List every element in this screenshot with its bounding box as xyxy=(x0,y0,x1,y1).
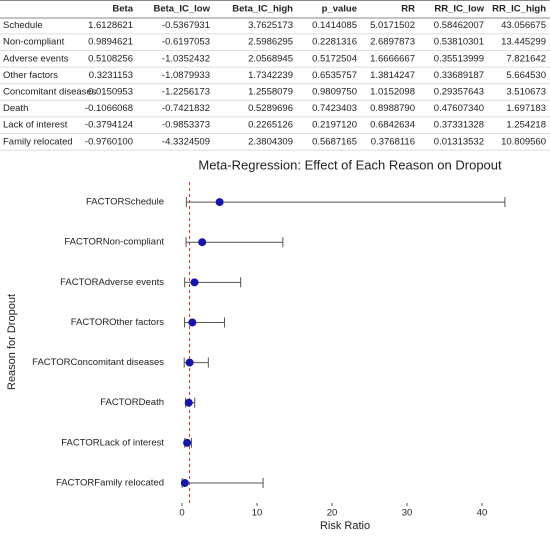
table-cell: 1.0152098 xyxy=(370,87,415,98)
y-tick-label: FACTORNon-compliant xyxy=(64,237,164,248)
point xyxy=(185,358,194,367)
table-cell: 1.2558079 xyxy=(248,87,293,98)
point xyxy=(184,398,193,407)
point xyxy=(188,318,197,327)
table-cell: 2.0568945 xyxy=(248,53,293,64)
x-tick-label: 40 xyxy=(477,508,488,519)
point xyxy=(183,438,192,447)
table-cell: -0.7421832 xyxy=(162,103,210,114)
table-cell: 0.5687165 xyxy=(312,136,357,147)
table-cell: 5.0171502 xyxy=(370,20,415,31)
table-cell: 5.664530 xyxy=(506,70,546,81)
table-row-label: Schedule xyxy=(3,20,43,31)
table-cell: 43.056675 xyxy=(501,20,546,31)
table-cell: 0.3768116 xyxy=(371,136,415,147)
table-header: Beta xyxy=(112,4,133,15)
table-cell: -0.5367931 xyxy=(162,20,210,31)
x-tick-label: 30 xyxy=(402,508,413,519)
table-cell: 0.37331328 xyxy=(434,120,484,131)
y-tick-label: FACTORAdverse events xyxy=(60,277,164,288)
table-cell: 0.2281316 xyxy=(312,37,357,48)
point xyxy=(180,478,189,487)
table-cell: 0.33689187 xyxy=(434,70,484,81)
table-cell: 0.58462007 xyxy=(434,20,484,31)
table-cell: 0.1414085 xyxy=(312,20,357,31)
table-row-label: Other factors xyxy=(3,70,58,81)
table-cell: 0.8988790 xyxy=(370,103,415,114)
y-tick-label: FACTOROther factors xyxy=(71,317,165,328)
x-tick-label: 0 xyxy=(179,508,184,519)
table-cell: 1.6128621 xyxy=(88,20,133,31)
table-cell: -0.3794124 xyxy=(85,120,133,131)
table-cell: -1.0879933 xyxy=(162,70,210,81)
table-cell: 1.3814247 xyxy=(370,70,415,81)
table-cell: 0.53810301 xyxy=(434,37,484,48)
table-cell: 0.5108256 xyxy=(88,53,133,64)
table-cell: 0.7423403 xyxy=(312,103,357,114)
table-cell: 1.254218 xyxy=(506,120,546,131)
x-axis-title: Risk Ratio xyxy=(320,520,370,532)
table-cell: 0.6535757 xyxy=(312,70,357,81)
table-cell: 1.697183 xyxy=(506,103,546,114)
table-cell: 1.6666667 xyxy=(370,53,415,64)
table-cell: 3.7625173 xyxy=(248,20,293,31)
table-cell: 0.3231153 xyxy=(89,70,133,81)
table-cell: 13.445299 xyxy=(501,37,546,48)
table-row-label: Family relocated xyxy=(3,136,73,147)
table-cell: 0.01313532 xyxy=(434,136,484,147)
table-cell: 10.809560 xyxy=(501,136,546,147)
table-cell: 0.29357643 xyxy=(434,87,484,98)
chart-title: Meta-Regression: Effect of Each Reason o… xyxy=(198,157,502,172)
y-tick-label: FACTORConcomitant diseases xyxy=(32,357,164,368)
x-tick-label: 10 xyxy=(252,508,263,519)
table-cell: 0.0150953 xyxy=(88,87,133,98)
table-cell: 0.2197120 xyxy=(312,120,357,131)
y-tick-label: FACTORFamily relocated xyxy=(56,477,164,488)
table-cell: 0.6842634 xyxy=(370,120,415,131)
table-cell: -0.6197053 xyxy=(162,37,210,48)
table-header: RR_IC_high xyxy=(492,4,546,15)
y-tick-label: FACTORDeath xyxy=(100,397,164,408)
table-header: RR xyxy=(401,4,415,15)
y-tick-label: FACTORSchedule xyxy=(86,197,164,208)
table-cell: -4.3324509 xyxy=(162,136,210,147)
point xyxy=(215,198,224,207)
table-row-label: Lack of interest xyxy=(3,120,68,131)
table-row-label: Adverse events xyxy=(3,53,69,64)
table-cell: 2.5986295 xyxy=(248,37,293,48)
table-cell: -0.9853373 xyxy=(162,120,210,131)
table-cell: 0.2265126 xyxy=(248,120,293,131)
table-cell: 0.5289696 xyxy=(248,103,293,114)
point xyxy=(190,278,199,287)
table-cell: 1.7342239 xyxy=(248,70,293,81)
table-cell: -0.9760100 xyxy=(85,136,133,147)
table-cell: -1.2256173 xyxy=(162,87,210,98)
table-row-label: Concomitant diseases xyxy=(3,87,97,98)
table-cell: 2.6897873 xyxy=(370,37,415,48)
table-row-label: Non-compliant xyxy=(3,37,65,48)
table-row-label: Death xyxy=(3,103,28,114)
table-cell: 0.35513999 xyxy=(434,53,484,64)
table-header: Beta_IC_low xyxy=(154,4,211,15)
table-cell: 7.821642 xyxy=(506,53,546,64)
table-header: Beta_IC_high xyxy=(232,4,293,15)
point xyxy=(198,238,207,247)
table-cell: 0.5172504 xyxy=(312,53,357,64)
y-tick-label: FACTORLack of interest xyxy=(61,437,164,448)
table-header: RR_IC_low xyxy=(434,4,484,15)
table-cell: 2.3804309 xyxy=(248,136,293,147)
table-cell: -0.1066068 xyxy=(85,103,133,114)
x-tick-label: 20 xyxy=(327,508,338,519)
table-cell: 0.47607340 xyxy=(434,103,484,114)
table-header: p_value xyxy=(322,4,357,15)
table-cell: -1.0352432 xyxy=(162,53,210,64)
y-axis-title: Reason for Dropout xyxy=(6,294,18,390)
table-cell: 0.9809750 xyxy=(312,87,357,98)
table-cell: 0.9894621 xyxy=(88,37,133,48)
table-cell: 3.510673 xyxy=(506,87,546,98)
